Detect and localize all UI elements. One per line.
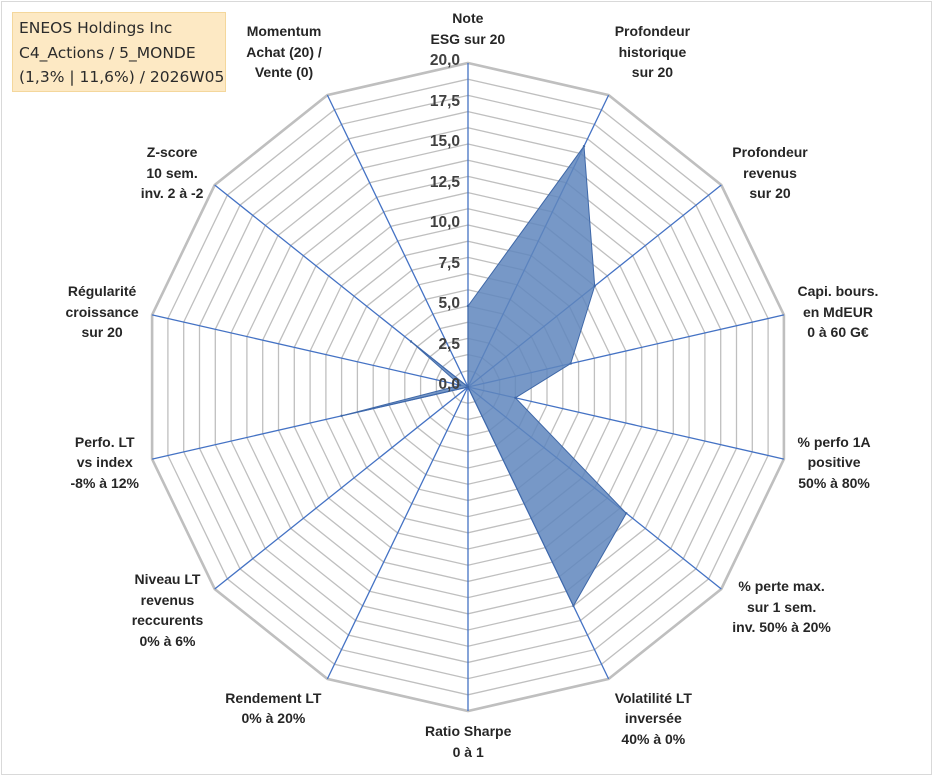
axis-label-line: Rendement LT (225, 689, 322, 706)
axis-label: Capi. bours. en MdEUR 0 à 60 G€ (798, 281, 879, 343)
data-area (341, 144, 627, 607)
axis-label-line: Momentum (246, 23, 322, 39)
axis-label: % perfo 1A positive 50% à 80% (798, 432, 871, 494)
axis-label-line: ESG sur 20 (430, 30, 506, 47)
data-point (572, 604, 575, 608)
axis-label-line: Profondeur (732, 144, 808, 161)
axis-label-line: historique (618, 43, 687, 60)
axis-label-line: 0% à 6% (139, 632, 196, 649)
data-point (466, 385, 470, 389)
tick-label: 20,0 (429, 52, 460, 69)
axis-label: Régularité croissance sur 20 (66, 281, 139, 343)
axis-label-line: 0 à 60 G€ (807, 324, 869, 340)
axis-label: Note ESG sur 20 (431, 8, 506, 49)
axis-label-line: Note (452, 10, 484, 26)
axis-label-line: inv. 50% à 20% (732, 619, 831, 636)
axis-label: Perfo. LT vs index -8% à 12% (71, 432, 139, 494)
tick-label: 7,5 (438, 254, 460, 272)
axis-label: Rendement LT 0% à 20% (225, 688, 321, 729)
tick-label: 10,0 (429, 214, 460, 231)
axis-label-line: vs index (76, 454, 133, 470)
axis-spoke (326, 94, 469, 388)
data-point (625, 512, 628, 515)
axis-label-line: 40% à 0% (621, 730, 686, 747)
axis-label-line: Capi. bours. (797, 283, 879, 299)
axis-label-line: revenus (140, 591, 195, 608)
chart-title-line: C4_Actions / 5_MONDE (19, 43, 196, 62)
axis-label: Niveau LT revenus reccurents 0% à 6% (132, 569, 204, 651)
chart-title-line: (1,3% | 11,6%) / 2026W05 (19, 68, 225, 86)
axis-label-line: Achat (20) / (246, 43, 322, 60)
axis-label-line: positive (807, 454, 861, 470)
axis-label-line: 10 sem. (146, 164, 198, 181)
data-point (514, 396, 517, 399)
axis-label-line: revenus (743, 164, 797, 181)
chart-title-line: ENEOS Holdings Inc (19, 19, 173, 37)
axis-spoke (151, 314, 469, 388)
axis-label: % perte max. sur 1 sem. inv. 50% à 20% (732, 576, 831, 638)
tick-label: 12,5 (429, 173, 460, 191)
axis-label-line: 0% à 20% (241, 710, 306, 726)
axis-label-line: 0 à 1 (452, 743, 484, 760)
axis-label: Ratio Sharpe 0 à 1 (425, 721, 511, 762)
axis-label-line: inversée (624, 710, 682, 726)
axis-label-line: sur 1 sem. (746, 598, 817, 615)
axis-label: Profondeur revenus sur 20 (732, 142, 807, 204)
axis-label-line: Z-score (146, 144, 198, 161)
axis-label-line: Ratio Sharpe (425, 723, 512, 739)
chart-title-box: ENEOS Holdings Inc C4_Actions / 5_MONDE … (12, 12, 226, 92)
data-point (340, 414, 343, 417)
data-point (409, 340, 413, 343)
axis-label-line: en MdEUR (802, 303, 873, 320)
axis-label: Volatilité LT inversée 40% à 0% (615, 688, 692, 750)
axis-spoke (467, 386, 785, 460)
data-point (458, 384, 462, 387)
axis-label: Momentum Achat (20) / Vente (0) (246, 21, 321, 83)
axis-label-line: Niveau LT (134, 571, 201, 587)
axis-label: Profondeur historique sur 20 (615, 21, 690, 83)
axis-label-line: sur 20 (749, 185, 791, 202)
tick-label: 0,0 (438, 376, 460, 393)
data-point (593, 284, 596, 288)
tick-label: 17,5 (429, 92, 460, 110)
tick-label: 15,0 (429, 133, 460, 150)
axis-label-line: Profondeur (614, 23, 691, 39)
axis-label-line: Volatilité LT (614, 689, 692, 706)
tick-label: 5,0 (438, 295, 460, 312)
axis-label-line: inv. 2 à -2 (140, 185, 204, 202)
axis-label-line: croissance (65, 303, 139, 320)
axis-spoke (214, 386, 469, 590)
axis-label-line: % perte max. (738, 578, 825, 595)
axis-label-line: % perfo 1A (797, 433, 871, 450)
data-point (466, 304, 470, 308)
axis-label-line: reccurents (131, 612, 204, 628)
data-point (569, 362, 572, 365)
axis-label: Z-score 10 sem. inv. 2 à -2 (141, 142, 204, 204)
axis-label-line: 50% à 80% (798, 474, 870, 491)
axis-label-line: -8% à 12% (70, 474, 139, 491)
axis-label-line: sur 20 (81, 324, 123, 340)
axis-spoke (326, 386, 469, 680)
axis-label-line: sur 20 (631, 64, 674, 80)
tick-label: 2,5 (438, 335, 460, 353)
data-point (582, 145, 586, 148)
axis-label-line: Perfo. LT (74, 433, 135, 450)
axis-label-line: Vente (0) (254, 64, 314, 80)
axis-label-line: Régularité (67, 283, 137, 299)
